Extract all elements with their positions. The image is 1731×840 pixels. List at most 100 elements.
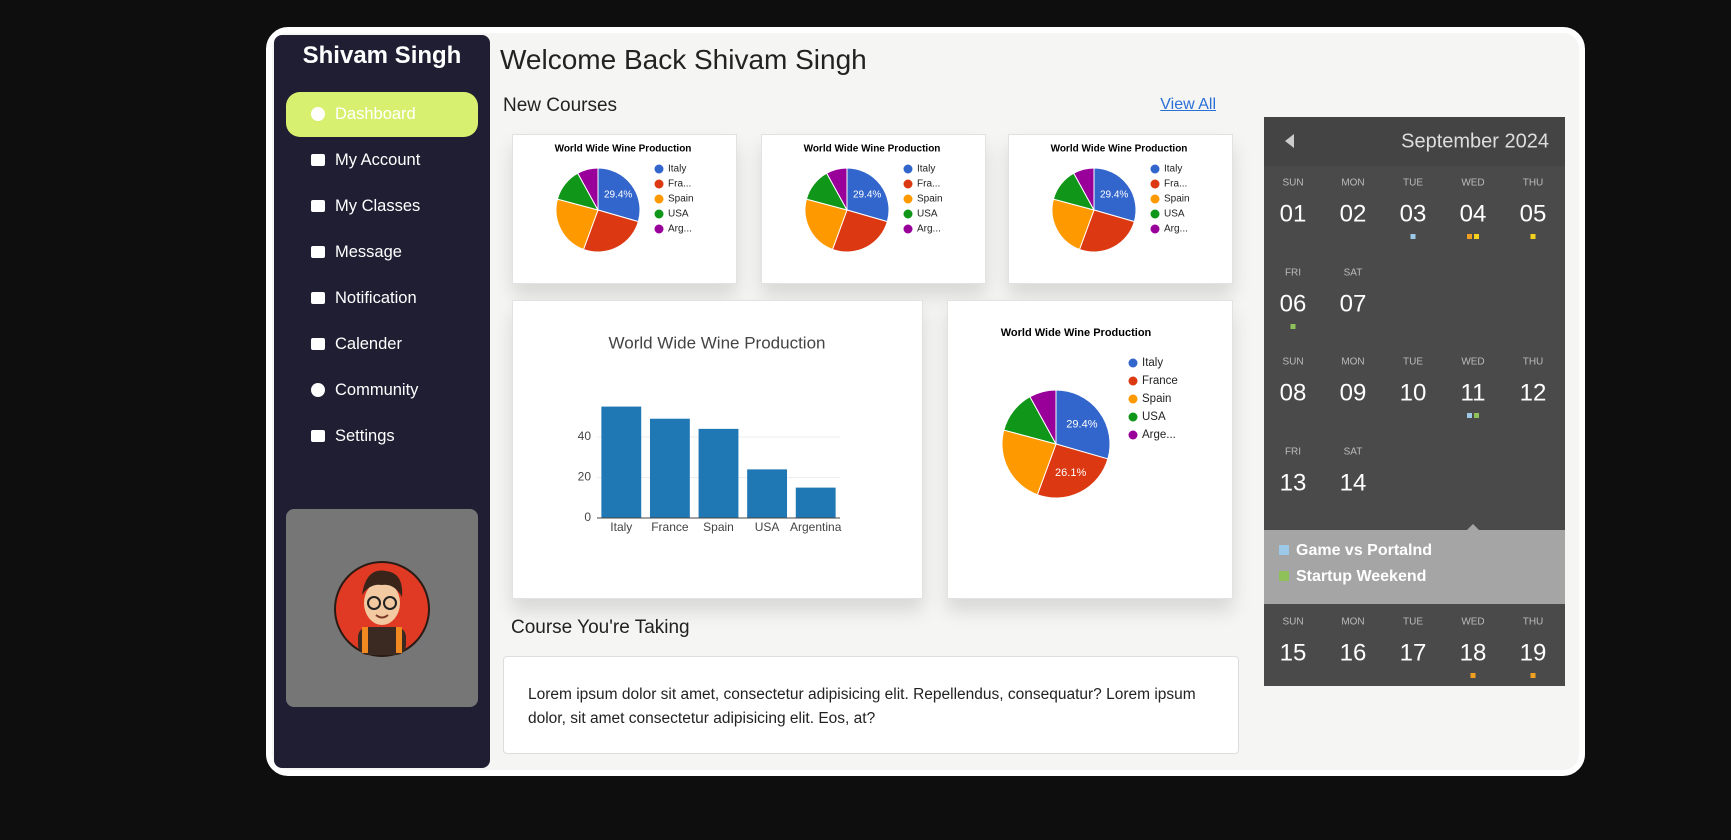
menu-item[interactable]: Message <box>286 230 478 275</box>
event-dot <box>1467 413 1472 418</box>
day-number[interactable]: 07 <box>1340 290 1367 317</box>
day-number[interactable]: 16 <box>1340 639 1367 666</box>
chart-card: World Wide Wine Production 0 20 40 Italy Fran… <box>512 300 923 599</box>
weekday-label: WED <box>1461 617 1484 628</box>
menu-item[interactable]: My Account <box>286 138 478 183</box>
day-number[interactable]: 06 <box>1280 290 1307 317</box>
legend-label: Fra... <box>917 179 940 190</box>
event-swatch <box>1279 545 1289 555</box>
menu-icon <box>311 338 325 350</box>
menu-item[interactable]: Dashboard <box>286 92 478 137</box>
day-number[interactable]: 19 <box>1520 639 1547 666</box>
chart-title: World Wide Wine Production <box>1051 144 1188 155</box>
day-number[interactable]: 12 <box>1520 379 1547 406</box>
legend-label: Italy <box>1164 164 1182 175</box>
y-tick-label: 40 <box>578 429 592 443</box>
legend-label: Spain <box>1164 194 1190 205</box>
x-tick-label: USA <box>755 520 780 534</box>
weekday-label: TUE <box>1403 617 1423 628</box>
y-tick-label: 20 <box>578 470 592 484</box>
event-dot <box>1474 234 1479 239</box>
icon-shape <box>311 383 325 397</box>
menu-item[interactable]: Community <box>286 368 478 413</box>
legend-swatch <box>654 194 664 204</box>
menu-icon <box>311 292 325 304</box>
menu-item[interactable]: Calender <box>286 322 478 367</box>
menu-icon <box>311 154 325 166</box>
legend-label: France <box>1142 375 1178 387</box>
weekday-label: SAT <box>1344 268 1363 279</box>
icon-shape <box>311 246 325 258</box>
bar <box>795 487 836 518</box>
menu-label: Dashboard <box>335 105 416 123</box>
legend-swatch <box>654 209 664 219</box>
prev-month-button[interactable] <box>1285 134 1294 148</box>
day-number[interactable]: 05 <box>1520 200 1547 227</box>
pie-slice <box>582 209 639 253</box>
chart-card: World Wide Wine Production 29.4% Italy Fra.… <box>1008 134 1233 284</box>
menu-label: Settings <box>335 427 395 445</box>
chart-title: World Wide Wine Production <box>1001 327 1152 339</box>
pie-slice <box>577 167 599 211</box>
legend-label: USA <box>1142 411 1166 423</box>
event-panel <box>1264 530 1565 604</box>
menu-item[interactable]: Notification <box>286 276 478 321</box>
day-number[interactable]: 02 <box>1340 200 1367 227</box>
pie-slice <box>1029 389 1057 445</box>
calendar: September 2024 SUN 01 MON 02 TUE 03 WED 04 THU 05… <box>1264 117 1565 686</box>
pie-slice <box>846 167 890 223</box>
legend-swatch <box>654 224 664 234</box>
legend-swatch <box>1128 358 1138 368</box>
menu-icon <box>311 107 325 121</box>
legend-label: Arge... <box>1142 429 1176 441</box>
weekday-label: SUN <box>1282 178 1303 189</box>
day-number[interactable]: 03 <box>1400 200 1427 227</box>
day-number[interactable]: 14 <box>1340 469 1367 496</box>
menu-item[interactable]: My Classes <box>286 184 478 229</box>
legend-label: USA <box>668 209 689 220</box>
bar <box>601 406 642 518</box>
legend-swatch <box>903 194 913 204</box>
day-number[interactable]: 15 <box>1280 639 1307 666</box>
weekday-label: THU <box>1523 357 1544 368</box>
day-number[interactable]: 09 <box>1340 379 1367 406</box>
weekday-label: TUE <box>1403 178 1423 189</box>
x-tick-label: Italy <box>610 520 632 534</box>
day-number[interactable]: 13 <box>1280 469 1307 496</box>
legend-swatch <box>654 179 664 189</box>
pie-slice <box>1078 209 1135 253</box>
avatar-box <box>286 509 478 707</box>
bar <box>747 469 788 518</box>
sidebar-title: Shivam Singh <box>302 42 462 69</box>
weekday-label: MON <box>1341 357 1364 368</box>
weekday-label: FRI <box>1285 447 1301 458</box>
avatar <box>334 561 430 657</box>
weekday-label: THU <box>1523 617 1544 628</box>
pie-slice <box>555 198 599 251</box>
chart-card: World Wide Wine Production 29.4% Italy Fra.… <box>761 134 986 284</box>
slice-label: 29.4% <box>1066 418 1097 430</box>
view-all-link[interactable]: View All <box>1160 96 1216 113</box>
pie-slice <box>826 167 848 211</box>
weekday-label: MON <box>1341 617 1364 628</box>
icon-shape <box>311 107 325 121</box>
icon-shape <box>311 200 325 212</box>
day-number[interactable]: 10 <box>1400 379 1427 406</box>
calendar-header <box>1264 117 1565 166</box>
day-number[interactable]: 18 <box>1460 639 1487 666</box>
x-tick-label: Spain <box>703 520 734 534</box>
event-dot <box>1467 234 1472 239</box>
pie-slice <box>804 198 848 251</box>
calendar-month: September 2024 <box>1401 130 1549 152</box>
icon-shape <box>311 430 325 442</box>
weekday-label: SUN <box>1282 357 1303 368</box>
day-number[interactable]: 08 <box>1280 379 1307 406</box>
menu-item[interactable]: Settings <box>286 414 478 459</box>
day-number[interactable]: 11 <box>1461 379 1486 406</box>
legend-label: Arg... <box>917 224 941 235</box>
weekday-label: TUE <box>1403 357 1423 368</box>
day-number[interactable]: 01 <box>1280 200 1307 227</box>
day-number[interactable]: 04 <box>1460 200 1487 227</box>
day-number[interactable]: 17 <box>1400 639 1427 666</box>
